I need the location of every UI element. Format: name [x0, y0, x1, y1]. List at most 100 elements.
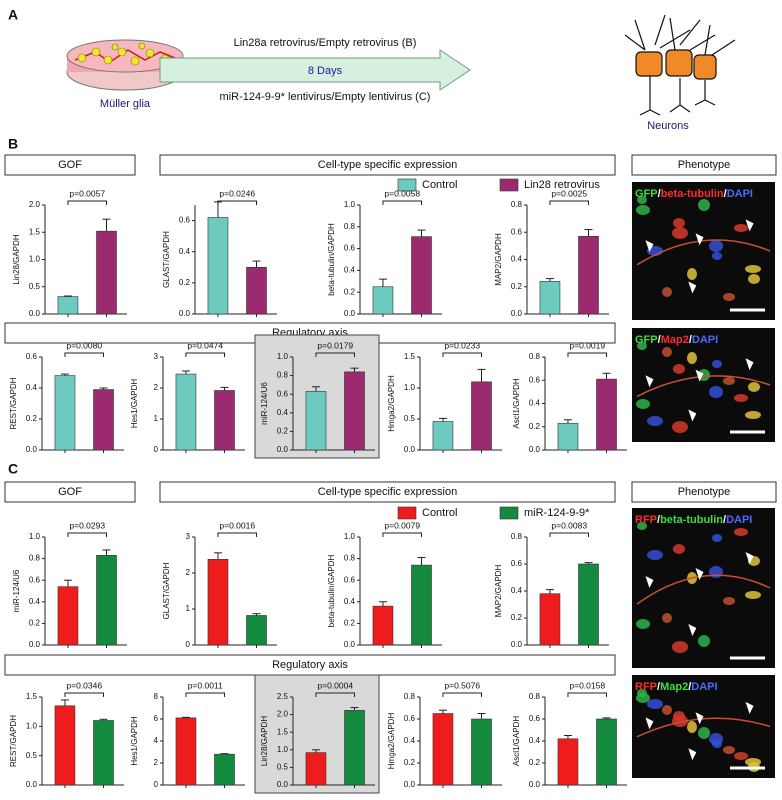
- cell: [734, 224, 748, 232]
- bar: [344, 710, 365, 786]
- bar: [411, 564, 432, 646]
- y-tick-label: 0.0: [344, 640, 356, 649]
- y-tick-label: 0.4: [277, 408, 289, 417]
- arrowhead: [745, 358, 754, 371]
- y-axis-label: miR-124/U6: [12, 569, 21, 612]
- bar: [305, 752, 327, 786]
- cell: [636, 693, 650, 703]
- y-tick-label: 0.6: [529, 714, 541, 723]
- y-tick-label: 0.8: [511, 200, 523, 209]
- micrograph: RFP/Map2/DAPI: [632, 675, 775, 778]
- y-tick-label: 0.0: [404, 445, 416, 454]
- y-tick-label: 1.0: [29, 532, 41, 541]
- header: Cell-type specific expression: [318, 486, 457, 498]
- significance-bracket: [442, 692, 482, 697]
- y-tick-label: 0.0: [179, 309, 191, 318]
- caption-part: GFP: [635, 334, 658, 346]
- cell: [712, 740, 722, 748]
- y-axis-label: Hmga2/GAPDH: [387, 713, 396, 770]
- y-tick-label: 0.6: [511, 227, 523, 236]
- bar: [93, 720, 114, 786]
- y-tick-label: 0.2: [511, 613, 523, 622]
- y-tick-label: 0.2: [179, 278, 191, 287]
- image-caption: RFP/beta-tubulin/DAPI: [635, 514, 752, 526]
- y-tick-label: 0.0: [29, 640, 41, 649]
- cell: [662, 287, 672, 297]
- arrow: [159, 49, 471, 91]
- p-value: p=0.0293: [69, 520, 105, 530]
- bar: [54, 705, 76, 786]
- y-tick-label: 2: [154, 758, 159, 767]
- legend-label: miR-124-9-9*: [524, 507, 590, 519]
- y-tick-label: 0.4: [26, 383, 38, 392]
- legend-label: Control: [422, 507, 457, 519]
- y-tick-label: 0.2: [511, 282, 523, 291]
- bar: [214, 390, 235, 451]
- process: [636, 239, 771, 266]
- arrowhead: [688, 624, 697, 636]
- section-title: Regulatory axis: [272, 659, 348, 671]
- bar: [96, 555, 117, 646]
- y-tick-label: 0.6: [344, 575, 356, 584]
- significance-bracket: [185, 692, 225, 697]
- caption-part: GFP: [635, 188, 658, 200]
- significance-bracket: [315, 692, 355, 697]
- y-tick-label: 4: [154, 736, 159, 745]
- y-axis-label: REST/GAPDH: [9, 377, 18, 429]
- header: GOF: [58, 159, 82, 171]
- cell: [723, 293, 735, 301]
- y-axis-label: Lin28/GAPDH: [12, 234, 21, 284]
- cell: [734, 394, 748, 402]
- caption-part: RFP: [635, 514, 657, 526]
- cell: [636, 205, 650, 215]
- bar: [557, 422, 579, 451]
- bar: [432, 713, 454, 786]
- y-tick-label: 0.8: [344, 222, 356, 231]
- cell: [636, 619, 650, 629]
- cell: [748, 382, 760, 392]
- y-tick-label: 0.5: [277, 763, 289, 772]
- y-tick-label: 0.2: [277, 427, 289, 436]
- y-tick-label: 0.0: [277, 445, 289, 454]
- y-tick-label: 0.0: [344, 309, 356, 318]
- caption-part: /: [658, 188, 661, 200]
- legend-swatch: [397, 178, 417, 192]
- p-value: p=0.5076: [444, 680, 480, 690]
- legend-swatch: [397, 506, 417, 520]
- panel-label: C: [8, 461, 18, 477]
- header-box: [159, 481, 616, 503]
- cell: [672, 421, 688, 433]
- caption-part: /: [724, 188, 727, 200]
- arrow-bottom-text: miR-124-9-9* lentivirus/Empty lentivirus…: [220, 91, 431, 103]
- y-axis-label: miR-124/U6: [260, 382, 269, 425]
- p-value: p=0.0179: [317, 340, 353, 350]
- cell: [662, 613, 672, 623]
- header: GOF: [58, 486, 82, 498]
- cell: [673, 218, 685, 228]
- header-box: [4, 481, 136, 503]
- bar: [471, 718, 492, 786]
- y-tick-label: 1.0: [277, 745, 289, 754]
- bar: [305, 391, 327, 451]
- y-tick-label: 0.8: [344, 554, 356, 563]
- y-tick-label: 0.6: [26, 352, 38, 361]
- significance-bracket: [315, 352, 355, 357]
- y-tick-label: 0.2: [529, 758, 541, 767]
- caption-part: beta-tubulin: [660, 514, 723, 526]
- p-value: p=0.0233: [444, 340, 480, 350]
- bar: [57, 586, 79, 646]
- cell: [712, 360, 722, 368]
- p-value: p=0.0080: [66, 340, 102, 350]
- y-tick-label: 1.0: [29, 255, 41, 264]
- y-tick-label: 0.0: [529, 445, 541, 454]
- y-tick-label: 0.6: [179, 216, 191, 225]
- p-value: p=0.0346: [66, 680, 102, 690]
- p-value: p=0.0246: [219, 188, 255, 198]
- y-tick-label: 0.4: [511, 586, 523, 595]
- significance-bracket: [442, 352, 482, 357]
- cell: [647, 550, 663, 560]
- caption-part: /: [657, 514, 660, 526]
- significance-bracket: [64, 352, 104, 357]
- y-tick-label: 0.2: [344, 619, 356, 628]
